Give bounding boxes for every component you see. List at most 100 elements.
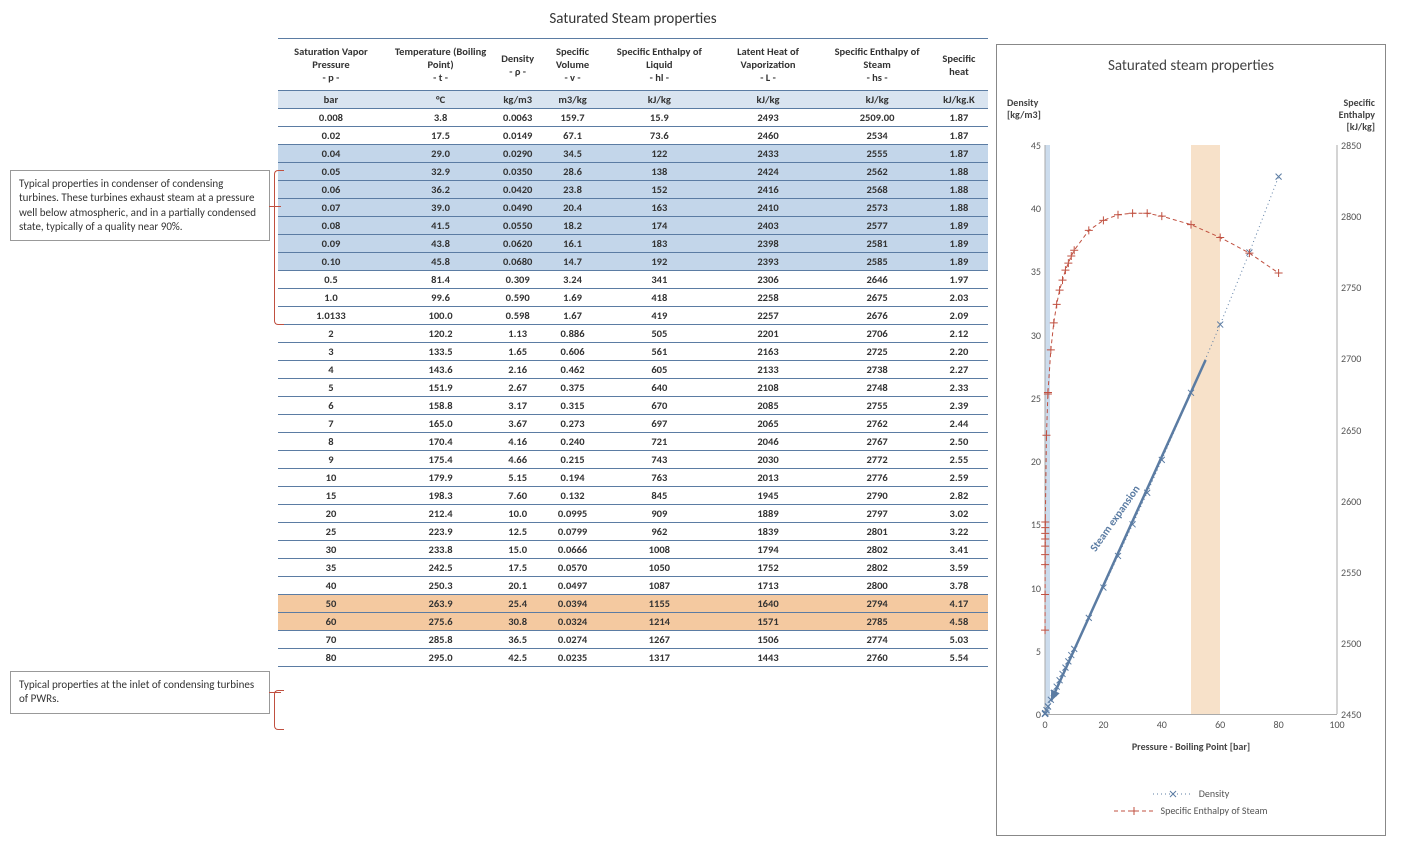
data-cell: 2.50 bbox=[930, 433, 988, 451]
annotations-column: Typical properties in condenser of conde… bbox=[10, 10, 270, 714]
x-tick: 80 bbox=[1274, 718, 1284, 731]
table-row: 35242.517.50.05701050175228023.59 bbox=[278, 559, 988, 577]
data-cell: 0.0063 bbox=[497, 109, 538, 127]
table-row: 0.0429.00.029034.5122243325551.87 bbox=[278, 145, 988, 163]
table-row: 10179.95.150.194763201327762.59 bbox=[278, 469, 988, 487]
data-cell: 0.886 bbox=[538, 325, 607, 343]
data-cell: 39.0 bbox=[384, 199, 497, 217]
table-row: 0.0841.50.055018.2174240325771.89 bbox=[278, 217, 988, 235]
data-cell: 1.0 bbox=[278, 289, 384, 307]
unit-cell: °C bbox=[384, 91, 497, 109]
data-cell: 2797 bbox=[824, 505, 930, 523]
data-cell: 2.44 bbox=[930, 415, 988, 433]
data-cell: 1.87 bbox=[930, 127, 988, 145]
data-cell: 4.17 bbox=[930, 595, 988, 613]
enthalpy-series-marker bbox=[1064, 259, 1072, 267]
data-cell: 0.0666 bbox=[538, 541, 607, 559]
table-row: 0.0532.90.035028.6138242425621.88 bbox=[278, 163, 988, 181]
data-cell: 1317 bbox=[607, 649, 712, 667]
y-right-tick: 2450 bbox=[1341, 708, 1371, 721]
data-cell: 41.5 bbox=[384, 217, 497, 235]
enthalpy-series-marker bbox=[1114, 211, 1122, 219]
enthalpy-series-marker bbox=[1041, 542, 1049, 550]
enthalpy-series-marker bbox=[1158, 212, 1166, 220]
data-cell: 419 bbox=[607, 307, 712, 325]
y-left-tick: 5 bbox=[1017, 645, 1041, 658]
data-cell: 212.4 bbox=[384, 505, 497, 523]
column-header: Density- ρ - bbox=[497, 39, 538, 91]
table-row: 60275.630.80.03241214157127854.58 bbox=[278, 613, 988, 631]
unit-cell: bar bbox=[278, 91, 384, 109]
table-row: 5151.92.670.375640210827482.33 bbox=[278, 379, 988, 397]
data-cell: 2509.00 bbox=[824, 109, 930, 127]
legend-density-label: Density bbox=[1199, 787, 1229, 800]
data-cell: 2030 bbox=[712, 451, 825, 469]
density-series-marker bbox=[1217, 322, 1223, 328]
annotation-inlet: Typical properties at the inlet of conde… bbox=[10, 671, 270, 714]
data-cell: 17.5 bbox=[497, 559, 538, 577]
data-cell: 962 bbox=[607, 523, 712, 541]
data-cell: 3.8 bbox=[384, 109, 497, 127]
data-cell: 3 bbox=[278, 343, 384, 361]
data-cell: 120.2 bbox=[384, 325, 497, 343]
table-row: 0.1045.80.068014.7192239325851.89 bbox=[278, 253, 988, 271]
data-cell: 341 bbox=[607, 271, 712, 289]
data-cell: 192 bbox=[607, 253, 712, 271]
y-right-tick: 2500 bbox=[1341, 637, 1371, 650]
x-tick: 100 bbox=[1329, 718, 1344, 731]
enthalpy-series-marker bbox=[1047, 346, 1055, 354]
enthalpy-series-marker bbox=[1041, 551, 1049, 559]
data-cell: 0.273 bbox=[538, 415, 607, 433]
y-right-tick: 2750 bbox=[1341, 281, 1371, 294]
data-cell: 28.6 bbox=[538, 163, 607, 181]
data-cell: 80 bbox=[278, 649, 384, 667]
data-cell: 2568 bbox=[824, 181, 930, 199]
data-cell: 0.0350 bbox=[497, 163, 538, 181]
data-cell: 0.240 bbox=[538, 433, 607, 451]
data-cell: 7.60 bbox=[497, 487, 538, 505]
x-tick: 40 bbox=[1157, 718, 1167, 731]
data-cell: 2534 bbox=[824, 127, 930, 145]
enthalpy-series-marker bbox=[1275, 269, 1283, 277]
data-cell: 40 bbox=[278, 577, 384, 595]
table-row: 2120.21.130.886505220127062.12 bbox=[278, 325, 988, 343]
data-cell: 2.67 bbox=[497, 379, 538, 397]
table-row: 4143.62.160.462605213327382.27 bbox=[278, 361, 988, 379]
data-cell: 2738 bbox=[824, 361, 930, 379]
data-cell: 2802 bbox=[824, 541, 930, 559]
density-series-marker bbox=[1276, 174, 1282, 180]
data-cell: 35 bbox=[278, 559, 384, 577]
data-cell: 0.04 bbox=[278, 145, 384, 163]
table-row: 0.0217.50.014967.173.6246025341.87 bbox=[278, 127, 988, 145]
data-cell: 2424 bbox=[712, 163, 825, 181]
y-left-axis-label: Density[kg/m3] bbox=[1007, 97, 1041, 121]
data-cell: 3.02 bbox=[930, 505, 988, 523]
data-cell: 198.3 bbox=[384, 487, 497, 505]
table-row: 7165.03.670.273697206527622.44 bbox=[278, 415, 988, 433]
data-cell: 1.67 bbox=[538, 307, 607, 325]
data-cell: 6 bbox=[278, 397, 384, 415]
table-row: 20212.410.00.0995909188927973.02 bbox=[278, 505, 988, 523]
data-cell: 20.1 bbox=[497, 577, 538, 595]
unit-cell: kJ/kg bbox=[824, 91, 930, 109]
plot-area: 0510152025303540452450250025502600265027… bbox=[1045, 145, 1337, 715]
data-cell: 0.215 bbox=[538, 451, 607, 469]
units-row: bar°Ckg/m3m3/kgkJ/kgkJ/kgkJ/kgkJ/kg.K bbox=[278, 91, 988, 109]
data-cell: 138 bbox=[607, 163, 712, 181]
data-cell: 1752 bbox=[712, 559, 825, 577]
data-cell: 15 bbox=[278, 487, 384, 505]
data-cell: 1.88 bbox=[930, 163, 988, 181]
data-cell: 2433 bbox=[712, 145, 825, 163]
y-left-tick: 35 bbox=[1017, 265, 1041, 278]
data-cell: 2.12 bbox=[930, 325, 988, 343]
data-cell: 1.87 bbox=[930, 145, 988, 163]
data-cell: 152 bbox=[607, 181, 712, 199]
column-header: Temperature (Boiling Point)- t - bbox=[384, 39, 497, 91]
legend-density: Density bbox=[997, 787, 1385, 800]
data-cell: 2.20 bbox=[930, 343, 988, 361]
column-header: Specific Volume- v - bbox=[538, 39, 607, 91]
table-row: 0.581.40.3093.24341230626461.97 bbox=[278, 271, 988, 289]
data-cell: 165.0 bbox=[384, 415, 497, 433]
data-cell: 2 bbox=[278, 325, 384, 343]
table-row: 1.0133100.00.5981.67419225726762.09 bbox=[278, 307, 988, 325]
